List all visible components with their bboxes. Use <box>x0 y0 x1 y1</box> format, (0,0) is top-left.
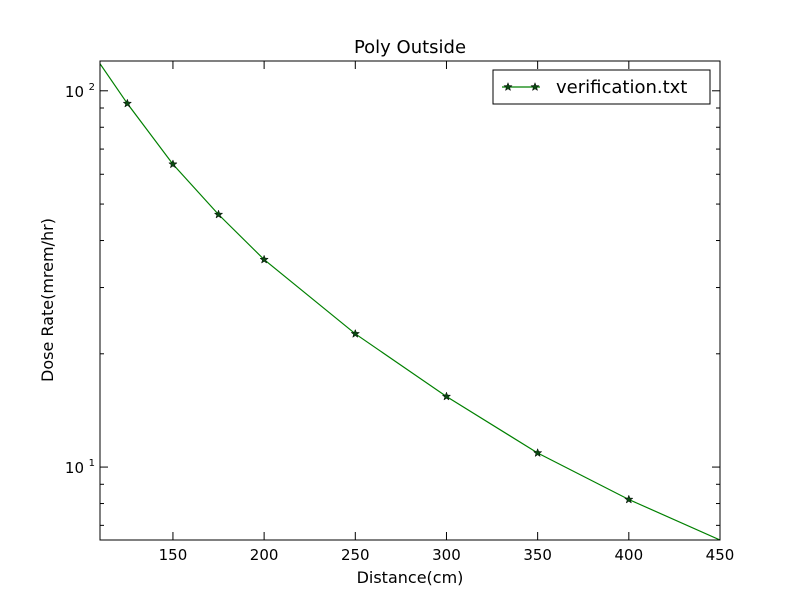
y-tick-label-exponent: 2 <box>89 82 95 93</box>
data-point <box>441 391 452 401</box>
legend-label: verification.txt <box>556 77 687 98</box>
y-tick-label: 10 <box>65 459 84 477</box>
y-tick-label-exponent: 1 <box>89 458 95 469</box>
chart-title: Poly Outside <box>354 37 466 58</box>
y-axis-label: Dose Rate(mrem/hr) <box>38 218 57 382</box>
x-tick-label: 300 <box>432 546 461 564</box>
data-point <box>350 328 361 338</box>
x-tick-label: 350 <box>523 546 552 564</box>
x-tick-label: 450 <box>706 546 735 564</box>
series-line <box>100 63 720 540</box>
x-tick-label: 200 <box>250 546 279 564</box>
plot-area: 150 200 250 300 350 400 450 10 1 10 2 <box>65 60 735 564</box>
x-axis-label: Distance(cm) <box>357 568 464 587</box>
x-tick-label: 250 <box>341 546 370 564</box>
x-tick-label: 150 <box>159 546 188 564</box>
legend-marker <box>530 81 540 92</box>
axes-frame <box>99 60 721 541</box>
data-point <box>213 209 224 219</box>
data-point <box>168 159 178 169</box>
legend-marker <box>503 81 513 92</box>
data-point <box>532 447 543 458</box>
data-point <box>122 98 133 108</box>
x-tick-label: 400 <box>615 546 644 564</box>
y-tick-label: 10 <box>65 83 84 101</box>
legend: verification.txt <box>492 69 711 105</box>
data-point <box>259 254 269 264</box>
data-point <box>624 494 634 504</box>
